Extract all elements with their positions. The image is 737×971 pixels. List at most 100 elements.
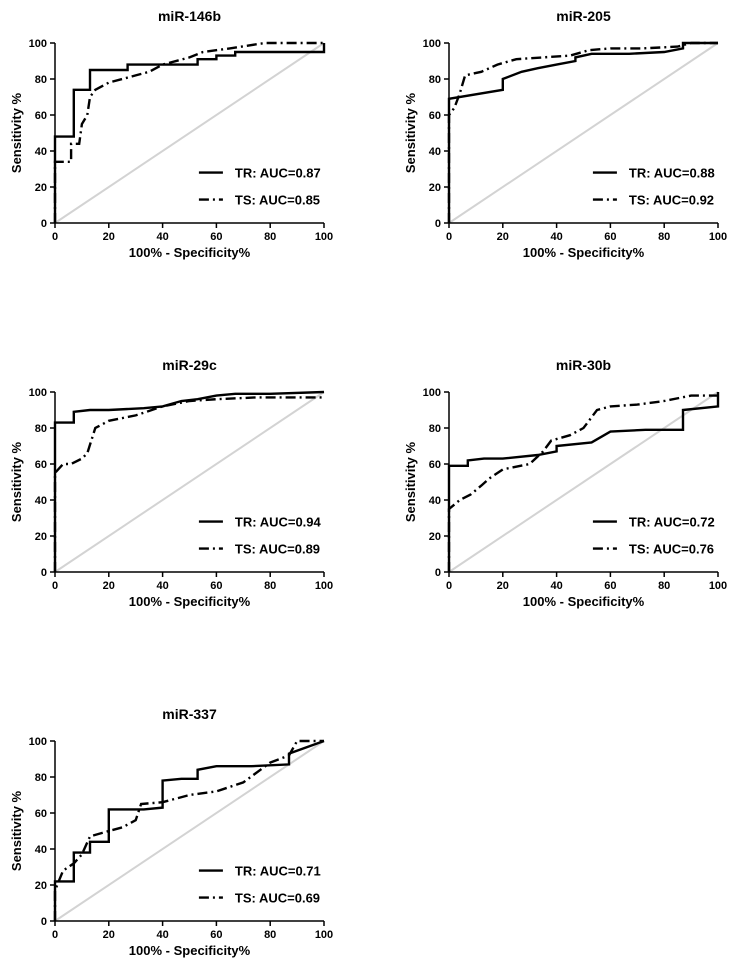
x-tick-label: 80: [658, 231, 670, 243]
x-tick-label: 0: [52, 580, 58, 592]
y-tick-label: 40: [35, 495, 47, 507]
y-tick-label: 60: [429, 110, 441, 122]
y-tick-label: 0: [435, 218, 441, 230]
series-line-tr: [53, 390, 325, 572]
chart-title: miR-205: [556, 8, 611, 24]
x-tick-label: 20: [497, 580, 509, 592]
y-tick-label: 40: [35, 844, 47, 856]
x-tick-label: 80: [264, 929, 276, 941]
legend-entry-ts: TS: AUC=0.89: [235, 542, 320, 557]
y-tick-label: 20: [429, 182, 441, 194]
y-tick-label: 100: [423, 38, 441, 50]
y-tick-label: 100: [29, 387, 47, 399]
x-tick-label: 100: [709, 580, 727, 592]
x-tick-label: 20: [497, 231, 509, 243]
x-axis-label: 100% - Specificity%: [523, 594, 645, 609]
y-axis-label: Sensitivity %: [9, 790, 24, 871]
x-tick-label: 100: [709, 231, 727, 243]
series-line-tr: [447, 392, 720, 572]
y-tick-label: 60: [429, 459, 441, 471]
y-tick-label: 0: [41, 916, 47, 928]
y-tick-label: 40: [35, 146, 47, 158]
x-tick-label: 80: [264, 231, 276, 243]
x-tick-label: 80: [264, 580, 276, 592]
y-tick-label: 100: [29, 38, 47, 50]
y-tick-label: 20: [35, 531, 47, 543]
chart-title: miR-29c: [162, 357, 217, 373]
y-axis-label: Sensitivity %: [403, 92, 418, 173]
series-line-tr: [53, 739, 325, 921]
reference-diagonal-line: [54, 740, 325, 922]
y-tick-label: 80: [429, 423, 441, 435]
legend-entry-ts: TS: AUC=0.76: [629, 542, 714, 557]
x-tick-label: 60: [210, 580, 222, 592]
reference-diagonal-line: [448, 42, 719, 224]
reference-diagonal-line: [54, 42, 325, 224]
legend-entry-ts: TS: AUC=0.85: [235, 193, 320, 208]
chart-mir-30b: miR-30b 0 20 40 60 80 100 0 20 40 60 80 100 100% - Sp…: [403, 357, 727, 609]
y-tick-label: 0: [41, 218, 47, 230]
series-line-ts: [447, 394, 718, 572]
series-line-tr: [53, 43, 326, 223]
legend-entry-tr: TR: AUC=0.72: [629, 515, 715, 530]
series-line-ts: [53, 41, 324, 223]
x-tick-label: 40: [156, 929, 168, 941]
chart-mir-337: miR-337 0 20 40 60 80 100 0 20 40 60 80 100 100% - Sp…: [9, 706, 333, 958]
series-line-ts: [53, 396, 324, 572]
chart-mir-146b: miR-146b 0 20 40 60 80 100 0 20 40 60 80 100 100% - S…: [9, 8, 333, 260]
y-tick-label: 80: [35, 423, 47, 435]
legend-entry-tr: TR: AUC=0.87: [235, 166, 321, 181]
chart-mir-205: miR-205 0 20 40 60 80 100 0 20 40 60 80 100 100% - Sp…: [403, 8, 727, 260]
x-tick-label: 0: [52, 231, 58, 243]
y-tick-label: 60: [35, 110, 47, 122]
y-axis-label: Sensitivity %: [9, 441, 24, 522]
legend-entry-tr: TR: AUC=0.88: [629, 166, 715, 181]
x-axis-label: 100% - Specificity%: [523, 245, 645, 260]
y-tick-label: 60: [35, 459, 47, 471]
x-tick-label: 0: [446, 580, 452, 592]
x-tick-label: 0: [446, 231, 452, 243]
x-tick-label: 20: [103, 580, 115, 592]
y-tick-label: 40: [429, 146, 441, 158]
x-tick-label: 100: [315, 929, 333, 941]
y-tick-label: 80: [35, 772, 47, 784]
y-tick-label: 60: [35, 808, 47, 820]
x-tick-label: 60: [604, 580, 616, 592]
x-axis-label: 100% - Specificity%: [129, 943, 251, 958]
series-line-ts: [447, 41, 718, 223]
x-tick-label: 60: [604, 231, 616, 243]
y-tick-label: 100: [29, 736, 47, 748]
x-tick-label: 60: [210, 929, 222, 941]
y-tick-label: 20: [35, 880, 47, 892]
series-line-tr: [447, 41, 718, 223]
x-tick-label: 0: [52, 929, 58, 941]
y-tick-label: 80: [429, 74, 441, 86]
y-tick-label: 20: [429, 531, 441, 543]
x-tick-label: 40: [156, 231, 168, 243]
x-tick-label: 100: [315, 580, 333, 592]
legend-entry-tr: TR: AUC=0.71: [235, 864, 321, 879]
y-axis-label: Sensitivity %: [403, 441, 418, 522]
chart-title: miR-337: [162, 706, 217, 722]
y-tick-label: 80: [35, 74, 47, 86]
reference-diagonal-line: [54, 391, 325, 573]
x-tick-label: 40: [156, 580, 168, 592]
y-tick-label: 0: [435, 567, 441, 579]
chart-title: miR-146b: [158, 8, 221, 24]
x-axis-label: 100% - Specificity%: [129, 594, 251, 609]
chart-title: miR-30b: [556, 357, 611, 373]
legend-entry-tr: TR: AUC=0.94: [235, 515, 322, 530]
x-tick-label: 60: [210, 231, 222, 243]
x-tick-label: 40: [550, 231, 562, 243]
legend-entry-ts: TS: AUC=0.92: [629, 193, 714, 208]
chart-mir-29c: miR-29c 0 20 40 60 80 100 0 20 40 60 80 100 100% - Sp…: [9, 357, 333, 609]
reference-diagonal-line: [448, 391, 719, 573]
series-line-ts: [53, 739, 324, 921]
x-tick-label: 20: [103, 231, 115, 243]
x-tick-label: 40: [550, 580, 562, 592]
y-axis-label: Sensitivity %: [9, 92, 24, 173]
x-axis-label: 100% - Specificity%: [129, 245, 251, 260]
y-tick-label: 0: [41, 567, 47, 579]
x-tick-label: 100: [315, 231, 333, 243]
